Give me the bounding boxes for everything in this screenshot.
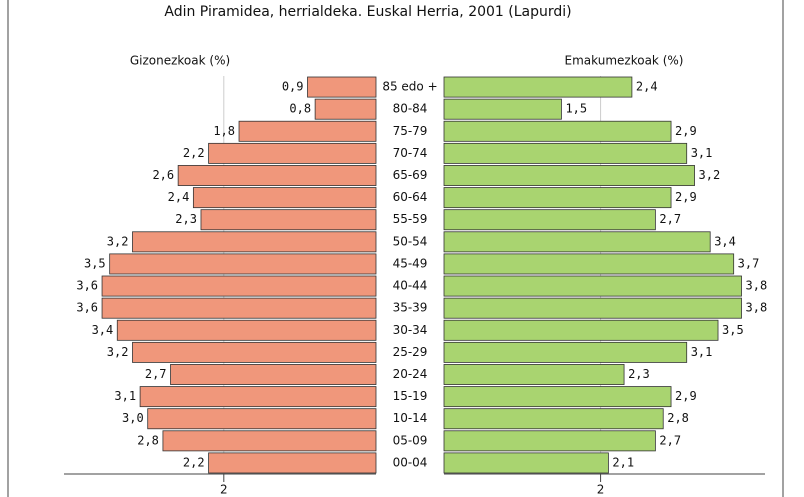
category-label: 70-74 — [393, 146, 428, 160]
bar — [132, 341, 377, 363]
bar — [443, 187, 672, 209]
value-label: 2,3 — [628, 367, 650, 381]
category-label: 00-04 — [393, 455, 428, 469]
value-label: 2,1 — [612, 455, 634, 469]
value-label: 3,4 — [92, 323, 114, 337]
category-label: 60-64 — [393, 190, 428, 204]
value-label: 1,5 — [565, 102, 587, 116]
category-label: 65-69 — [393, 168, 428, 182]
category-label: 85 edo + — [382, 80, 437, 94]
category-label: 05-09 — [393, 433, 428, 447]
value-label: 3,6 — [76, 279, 98, 293]
bar — [139, 386, 377, 408]
bar — [443, 430, 656, 452]
bar — [109, 253, 377, 275]
category-label: 50-54 — [393, 234, 428, 248]
value-label: 0,8 — [289, 102, 311, 116]
bar — [443, 165, 695, 186]
value-label: 3,4 — [714, 234, 736, 248]
bar — [443, 98, 562, 120]
value-label: 2,8 — [137, 433, 159, 447]
value-label: 3,2 — [699, 168, 721, 182]
bar — [307, 76, 377, 98]
bar — [170, 364, 377, 385]
bar — [443, 297, 742, 319]
bar — [443, 341, 688, 363]
value-label: 3,5 — [722, 323, 744, 337]
bar — [208, 142, 377, 164]
value-label: 3,8 — [746, 279, 768, 293]
value-label: 2,2 — [183, 455, 205, 469]
value-label: 2,2 — [183, 146, 205, 160]
bar — [314, 98, 377, 120]
value-label: 3,7 — [738, 256, 760, 270]
bar — [200, 209, 377, 231]
value-label: 2,8 — [667, 411, 689, 425]
bar — [238, 120, 377, 142]
value-label: 2,7 — [659, 212, 681, 226]
category-label: 55-59 — [393, 212, 428, 226]
value-label: 3,5 — [84, 256, 106, 270]
value-label: 2,9 — [675, 190, 697, 204]
bar — [177, 165, 377, 186]
bar — [443, 319, 719, 341]
value-label: 3,1 — [691, 345, 713, 359]
bar — [147, 408, 377, 430]
value-label: 0,9 — [282, 80, 304, 94]
category-label: 80-84 — [393, 102, 428, 116]
bar — [443, 275, 742, 297]
value-label: 2,7 — [145, 367, 167, 381]
bar — [192, 187, 377, 209]
value-label: 2,3 — [175, 212, 197, 226]
value-label: 3,8 — [746, 301, 768, 315]
category-label: 75-79 — [393, 124, 428, 138]
value-label: 3,6 — [76, 301, 98, 315]
value-label: 2,7 — [659, 433, 681, 447]
category-label: 20-24 — [393, 367, 428, 381]
bar — [101, 275, 377, 297]
bar — [162, 430, 377, 452]
value-label: 3,1 — [114, 389, 136, 403]
category-label: 45-49 — [393, 256, 428, 270]
bar — [443, 408, 664, 430]
category-label: 30-34 — [393, 323, 428, 337]
bar — [101, 297, 377, 319]
value-label: 2,4 — [636, 80, 658, 94]
category-label: 15-19 — [393, 389, 428, 403]
bar — [208, 452, 377, 474]
bar — [443, 76, 633, 98]
bar — [443, 253, 735, 275]
value-label: 2,6 — [152, 168, 174, 182]
value-label: 2,4 — [168, 190, 190, 204]
bar — [132, 231, 377, 253]
x-tick-label: 2 — [220, 483, 228, 497]
category-label: 40-44 — [393, 279, 428, 293]
bar — [443, 231, 711, 253]
value-label: 3,0 — [122, 411, 144, 425]
legend-label: Emakumezkoak (%) — [565, 54, 684, 68]
bar — [116, 319, 377, 341]
category-label: 35-39 — [393, 301, 428, 315]
value-label: 3,2 — [107, 234, 129, 248]
value-label: 3,1 — [691, 146, 713, 160]
bar — [443, 120, 672, 142]
legend-label: Gizonezkoak (%) — [130, 54, 230, 68]
value-label: 2,9 — [675, 389, 697, 403]
value-label: 1,8 — [213, 124, 235, 138]
value-label: 2,9 — [675, 124, 697, 138]
x-tick-label: 2 — [597, 483, 605, 497]
bar — [443, 386, 672, 408]
category-label: 10-14 — [393, 411, 428, 425]
bar — [443, 364, 625, 385]
category-label: 25-29 — [393, 345, 428, 359]
bar — [443, 142, 688, 164]
bar — [443, 209, 656, 231]
chart-title: Adin Piramidea, herrialdeka. Euskal Herr… — [164, 4, 571, 20]
value-label: 3,2 — [107, 345, 129, 359]
bar — [443, 452, 609, 474]
